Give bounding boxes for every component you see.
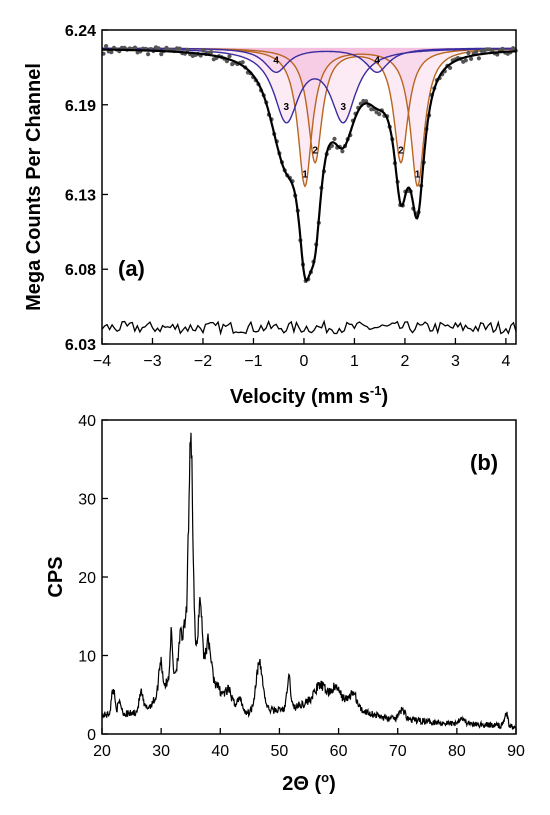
peak-label-1: 1: [415, 169, 421, 180]
panel-a-frame: [101, 29, 517, 345]
data-point: [159, 52, 164, 57]
x-tick-label: 3: [451, 353, 460, 370]
x-tick-label: −4: [93, 353, 111, 370]
component-2-shading: [102, 47, 516, 163]
panel-b-label: (b): [470, 450, 498, 475]
data-point: [364, 99, 369, 104]
y-tick-label: 6.03: [65, 337, 96, 354]
component-3-shading: [102, 47, 516, 123]
peak-label-1: 1: [302, 169, 308, 180]
peak-label-2: 2: [398, 145, 404, 156]
envelope-shading: [102, 47, 516, 187]
y-tick-label: 20: [78, 570, 96, 587]
peak-labels: 1 1 2 2 3 3 4 4: [273, 56, 420, 181]
panel-a-label: (a): [118, 256, 145, 281]
data-point: [463, 58, 468, 63]
panel-a-y-axis-label: Mega Counts Per Channel: [23, 63, 45, 311]
data-point: [332, 136, 337, 141]
y-tick-label: 6.24: [65, 23, 96, 40]
peak-label-4: 4: [273, 56, 279, 67]
y-tick-label: 6.19: [65, 98, 96, 115]
fit-curve: [102, 48, 516, 283]
x-tick-label: 70: [389, 743, 407, 760]
data-point: [448, 65, 453, 70]
panel-b-y-ticks: 0 10 20 30 40: [78, 413, 108, 744]
peak-label-3: 3: [341, 102, 347, 113]
x-tick-label: 2: [400, 353, 409, 370]
data-point: [240, 60, 245, 65]
x-tick-label: −1: [244, 353, 262, 370]
panel-b-xrd-pattern: 20 30 40 50 60 70 80 90 0 10 20 30 40 (b) 2Θ (o) CP…: [45, 413, 525, 795]
data-point: [104, 44, 109, 49]
y-tick-label: 30: [78, 492, 96, 509]
x-tick-label: −2: [194, 353, 212, 370]
x-tick-label: 90: [507, 743, 525, 760]
y-tick-label: 0: [87, 727, 96, 744]
component-1-shading: [102, 47, 516, 187]
data-point: [466, 50, 471, 56]
xrd-pattern-line: [101, 432, 517, 731]
panel-b-x-ticks: 20 30 40 50 60 70 80 90: [93, 728, 525, 760]
data-point: [156, 46, 161, 51]
data-point: [185, 47, 190, 52]
data-point: [209, 50, 214, 55]
data-point: [132, 45, 138, 50]
x-tick-label: 50: [271, 743, 289, 760]
peak-label-2: 2: [312, 145, 318, 156]
panel-a-x-axis-label: Velocity (mm s-1): [230, 383, 388, 408]
x-tick-label: −3: [143, 353, 161, 370]
panel-a-mossbauer-spectrum: 1 12 23 34 4 −4 −3 −2 −1 0 1 2 3 4 6.036.086.136.196…: [23, 23, 518, 408]
y-tick-label: 40: [78, 413, 96, 430]
data-point: [510, 46, 516, 51]
y-tick-label: 6.13: [65, 187, 96, 204]
peak-label-4: 4: [374, 56, 380, 67]
panel-b-frame: [101, 419, 517, 735]
data-point: [201, 48, 206, 53]
data-point: [377, 112, 382, 117]
data-point: [476, 56, 481, 61]
x-tick-label: 1: [350, 353, 359, 370]
panel-b-y-axis-label: CPS: [45, 556, 67, 597]
panel-a-x-ticks: −4 −3 −2 −1 0 1 2 3 4: [93, 338, 510, 370]
x-tick-label: 20: [93, 743, 111, 760]
y-tick-label: 10: [78, 649, 96, 666]
residual-curve: [101, 319, 517, 336]
data-point: [177, 46, 182, 51]
data-point: [474, 49, 479, 54]
x-tick-label: 40: [211, 743, 229, 760]
y-tick-label: 6.08: [65, 262, 96, 279]
data-point: [469, 56, 474, 62]
data-point: [227, 54, 232, 59]
panel-a-y-ticks: 6.03 6.08 6.13 6.19 6.24: [65, 23, 108, 354]
x-tick-label: 80: [448, 743, 466, 760]
peak-label-3: 3: [284, 102, 290, 113]
data-point: [500, 46, 505, 52]
x-tick-label: 60: [330, 743, 348, 760]
x-tick-label: 4: [501, 353, 510, 370]
panel-b-x-axis-label: 2Θ (o): [282, 770, 336, 795]
data-point: [146, 52, 151, 57]
data-point: [340, 149, 345, 154]
data-point: [109, 50, 114, 55]
x-tick-label: 0: [299, 353, 308, 370]
x-tick-label: 30: [152, 743, 170, 760]
